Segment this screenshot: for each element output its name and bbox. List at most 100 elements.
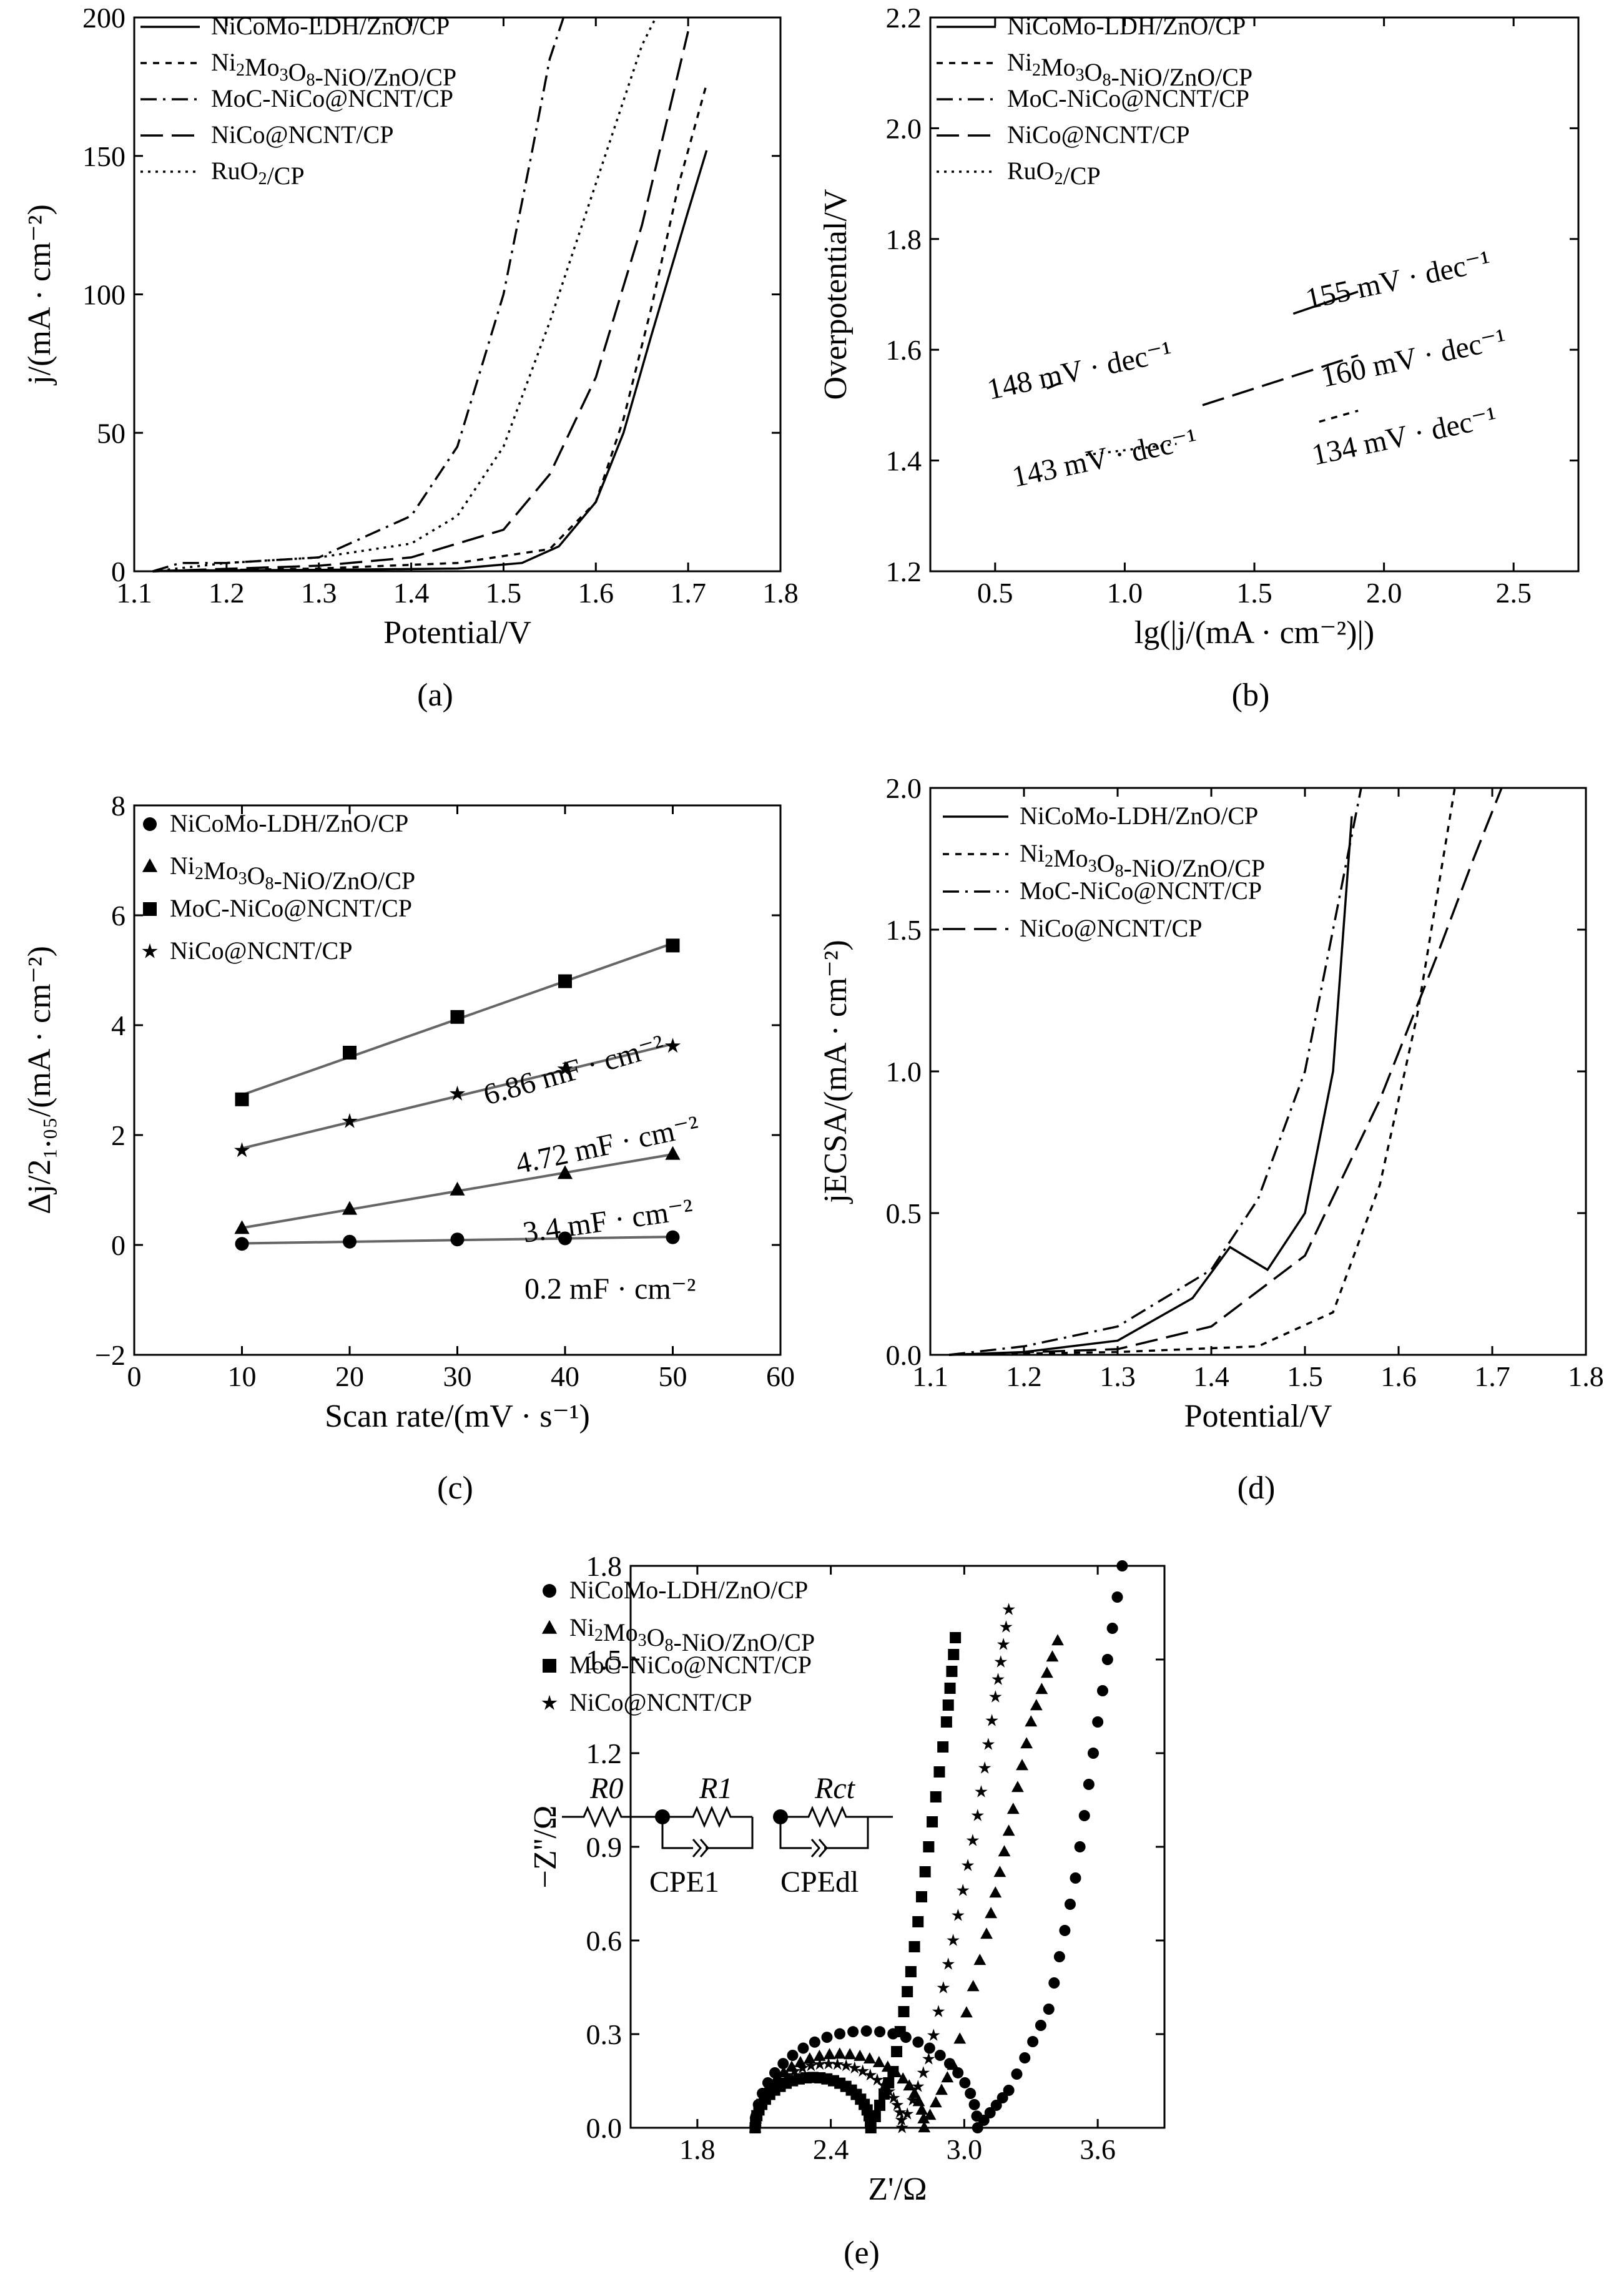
data-point-3 — [966, 1834, 980, 1846]
data-point-0 — [450, 1232, 465, 1247]
legend-label-2: MoC-NiCo@NCNT/CP — [1007, 84, 1249, 112]
panel-d: 1.1 1.2 1.3 1.4 1.5 1.6 1.7 1.8 0.0 0.5 1.0 1.5 2.0 P… — [818, 772, 1604, 1506]
series-line-b-0 — [1292, 290, 1359, 315]
data-point-1 — [863, 2052, 876, 2064]
data-point-0 — [1003, 2085, 1015, 2096]
x-tick-label: 1.3 — [301, 577, 337, 609]
data-point-3 — [856, 2064, 869, 2077]
x-tick-label: 3.0 — [947, 2133, 983, 2165]
data-point-2 — [343, 1046, 357, 1060]
data-point-1 — [1025, 1715, 1038, 1727]
legend-label-3: NiCo@NCNT/CP — [1007, 120, 1189, 149]
y-axis-label: Δj/2₁.₀₅/(mA · cm⁻²) — [22, 946, 57, 1214]
inset-label-r0: R0 — [589, 1772, 623, 1805]
data-point-0 — [1096, 1685, 1108, 1696]
data-point-0 — [923, 2042, 935, 2054]
legend-label-0: NiCoMo-LDH/ZnO/CP — [211, 12, 450, 40]
data-point-3 — [848, 2061, 861, 2074]
data-point-0 — [990, 2100, 1002, 2111]
x-tick-label: 1.3 — [1100, 1360, 1136, 1392]
y-tick-label: 0.3 — [586, 2019, 623, 2050]
y-axis-label: Overpotential/V — [818, 189, 854, 400]
y-tick-label: 1.2 — [886, 556, 922, 588]
data-point-2 — [937, 1741, 949, 1753]
panel-d-axes: 1.1 1.2 1.3 1.4 1.5 1.6 1.7 1.8 0.0 0.5 1.0 1.5 2.0 P… — [818, 772, 1604, 1434]
data-point-0 — [847, 2026, 859, 2038]
data-point-3 — [342, 1113, 358, 1128]
x-tick-label: 2.5 — [1495, 577, 1532, 609]
data-point-3 — [994, 1655, 1008, 1668]
data-point-0 — [978, 2115, 990, 2126]
y-tick-label: 2.2 — [886, 2, 922, 34]
data-point-0 — [1027, 2036, 1039, 2047]
series-line-b-4 — [1085, 443, 1177, 456]
data-point-1 — [953, 2032, 967, 2044]
legend-marker-0 — [143, 817, 157, 831]
panel-b: 0.5 1.0 1.5 2.0 2.5 1.2 1.4 1.6 1.8 2.0 2.2 lg(|j/(… — [818, 2, 1580, 713]
data-point-1 — [844, 2048, 857, 2060]
data-point-2 — [915, 1891, 927, 1902]
data-point-2 — [905, 1966, 917, 1977]
circuit-node-1 — [655, 1809, 670, 1824]
data-point-1 — [1020, 1737, 1033, 1749]
legend-label-3: NiCo@NCNT/CP — [211, 120, 393, 149]
y-tick-label: 0.0 — [586, 2112, 623, 2144]
data-point-2 — [558, 974, 572, 988]
panel-c-caption: (c) — [437, 1470, 473, 1506]
legend-label-2: MoC-NiCo@NCNT/CP — [211, 84, 453, 112]
data-point-0 — [1092, 1716, 1104, 1728]
panel-b-caption: (b) — [1232, 677, 1270, 713]
y-tick-label: 2.0 — [886, 772, 922, 804]
data-point-0 — [860, 2025, 872, 2037]
cpe-dl-symbol — [810, 1839, 828, 1857]
data-point-1 — [1046, 1650, 1059, 1662]
data-point-3 — [767, 2078, 780, 2091]
y-tick-label: −2 — [95, 1339, 125, 1371]
data-point-1 — [803, 2052, 816, 2064]
data-point-1 — [980, 1927, 993, 1939]
data-point-2 — [874, 2100, 885, 2111]
y-tick-label: 8 — [111, 790, 125, 822]
x-tick-label: 2.4 — [813, 2133, 849, 2165]
capacitance-label-472: 4.72 mF · cm⁻² — [513, 1109, 702, 1181]
data-point-1 — [923, 2108, 937, 2120]
data-point-1 — [935, 2083, 948, 2095]
data-point-2 — [944, 1683, 956, 1694]
panel-e-series — [749, 1560, 1128, 2133]
data-point-0 — [968, 2098, 980, 2110]
panel-a-legend: NiCoMo-LDH/ZnO/CP Ni2Mo3O8-NiO/ZnO/CPMoC-… — [140, 12, 456, 190]
legend-label-1: Ni2Mo3O8-NiO/ZnO/CP — [569, 1613, 815, 1656]
slope-label-143: 143 mV · dec⁻¹ — [1009, 422, 1200, 494]
capacitance-label-686: 6.86 mF · cm⁻² — [480, 1028, 667, 1111]
series-line-a-1 — [152, 83, 708, 573]
series-line-b-2 — [1046, 381, 1061, 390]
data-point-1 — [929, 2096, 942, 2108]
data-point-3 — [877, 2078, 890, 2091]
x-axis-label: Potential/V — [383, 615, 531, 651]
series-line-d-1 — [948, 787, 1456, 1356]
data-point-0 — [666, 1230, 680, 1244]
data-point-3 — [895, 2113, 908, 2126]
data-point-0 — [997, 2092, 1008, 2103]
data-point-0 — [1059, 1925, 1071, 1936]
legend-marker-0 — [543, 1584, 556, 1598]
data-point-1 — [1002, 1824, 1015, 1836]
y-tick-label: 0 — [111, 556, 125, 588]
panel-c-series — [234, 938, 681, 1251]
data-point-2 — [919, 1866, 931, 1877]
data-point-0 — [1035, 2020, 1046, 2031]
data-point-0 — [965, 2088, 977, 2100]
data-point-0 — [558, 1231, 572, 1246]
x-tick-label: 0 — [127, 1360, 142, 1392]
panel-b-legend: NiCoMo-LDH/ZnO/CP Ni2Mo3O8-NiO/ZnO/CPMoC-… — [937, 12, 1252, 190]
x-tick-label: 40 — [551, 1360, 579, 1392]
data-point-1 — [993, 1866, 1006, 1877]
x-tick-label: 1.6 — [1380, 1360, 1417, 1392]
legend-label-4: RuO2/CP — [211, 157, 305, 190]
data-point-1 — [823, 2048, 836, 2060]
data-point-1 — [1016, 1759, 1028, 1771]
data-point-1 — [665, 1146, 681, 1160]
y-tick-label: 1.0 — [886, 1056, 922, 1088]
data-point-3 — [982, 1738, 995, 1750]
y-tick-label: 1.8 — [886, 224, 922, 255]
